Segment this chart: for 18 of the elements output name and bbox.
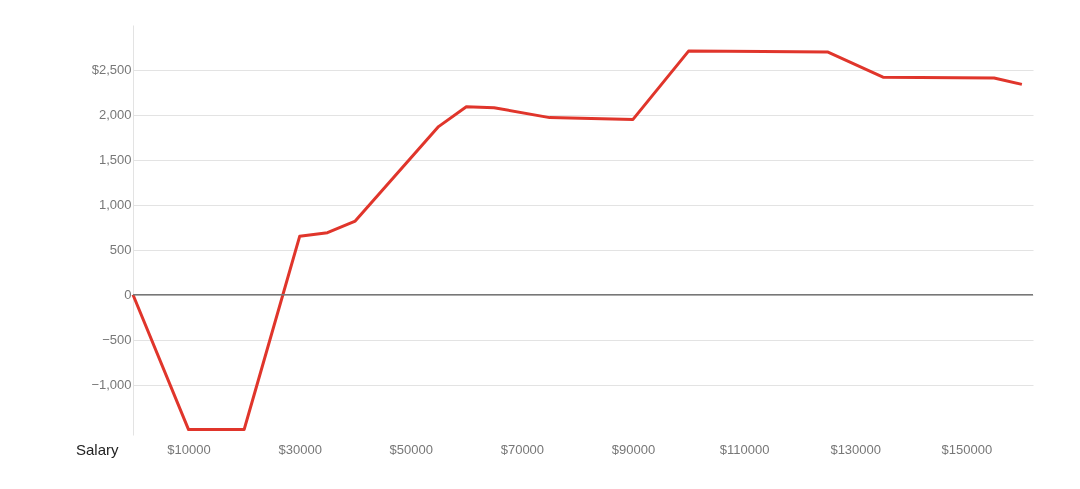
- x-tick-label: $130000: [830, 441, 882, 457]
- y-tick-label: 2,000: [98, 107, 132, 123]
- y-tick-label: 500: [109, 242, 132, 258]
- y-tick-label: $2,500: [91, 62, 132, 78]
- x-tick-label: $30000: [278, 441, 322, 457]
- x-tick-label: $110000: [719, 441, 770, 457]
- x-axis-title: Salary: [75, 440, 119, 458]
- x-tick-label: $150000: [941, 441, 993, 457]
- y-tick-label: −1,000: [91, 377, 132, 393]
- y-tick-label: 0: [124, 287, 132, 303]
- x-tick-label: $90000: [611, 441, 656, 457]
- x-tick-label: $70000: [500, 441, 545, 457]
- y-tick-label: −500: [102, 332, 132, 348]
- y-tick-label: 1,000: [98, 197, 132, 213]
- line-series: [131, 49, 1024, 432]
- x-tick-label: $10000: [167, 441, 211, 457]
- y-tick-label: 1,500: [98, 152, 132, 168]
- x-tick-label: $50000: [389, 441, 433, 457]
